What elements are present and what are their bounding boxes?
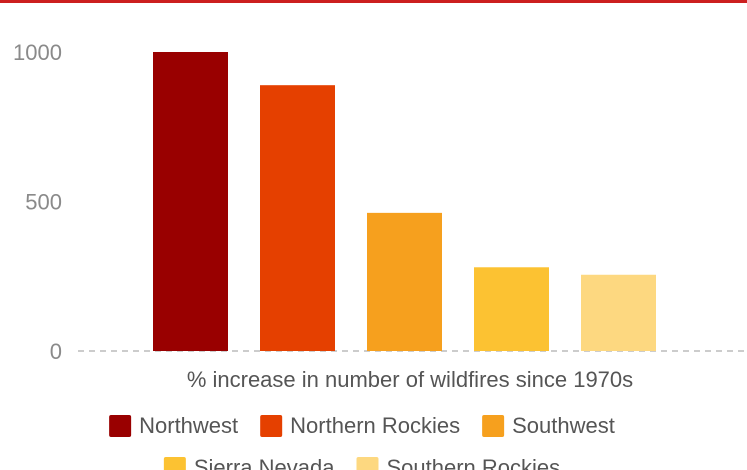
bars	[153, 52, 656, 352]
bar-northwest	[153, 52, 228, 351]
bar-sierra-nevada	[474, 267, 549, 351]
legend-label: Southwest	[512, 413, 615, 438]
top-accent-rule	[0, 0, 747, 3]
legend-swatch	[260, 415, 283, 437]
legend-swatch	[163, 457, 186, 470]
bar-northern-rockies	[260, 85, 335, 352]
legend-swatch	[109, 415, 132, 437]
y-tick-label: 1000	[13, 40, 62, 65]
x-axis-title: % increase in number of wildfires since …	[187, 367, 633, 392]
y-tick-label: 500	[25, 190, 62, 215]
legend-item: Southwest	[482, 413, 615, 438]
legend-item: Southern Rockies	[356, 455, 560, 470]
legend-item: Northern Rockies	[260, 413, 460, 438]
legend-label: Northern Rockies	[290, 413, 460, 438]
legend-label: Northwest	[139, 413, 238, 438]
legend: Northwest Northern Rockies Southwest Sierra…	[109, 413, 615, 470]
y-axis-ticks: 0 500 1000	[13, 40, 62, 364]
legend-label: Southern Rockies	[386, 455, 560, 470]
bar-southwest	[367, 212, 442, 351]
legend-item: Northwest	[109, 413, 238, 438]
bar-southern-rockies	[581, 274, 656, 351]
legend-label: Sierra Nevada	[194, 455, 335, 470]
y-tick-label: 0	[50, 339, 62, 364]
legend-item: Sierra Nevada	[163, 455, 335, 470]
legend-swatch	[482, 415, 505, 437]
legend-swatch	[356, 457, 379, 470]
